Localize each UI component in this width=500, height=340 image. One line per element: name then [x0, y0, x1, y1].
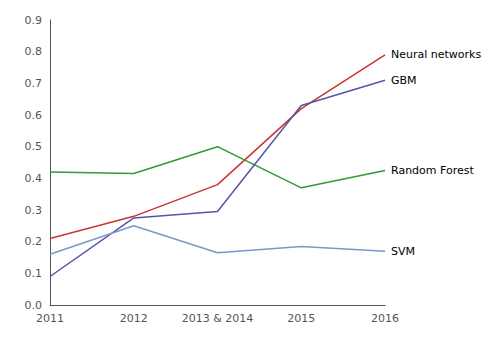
svg-text:2012: 2012	[120, 312, 148, 325]
svg-text:0.5: 0.5	[25, 140, 43, 153]
svg-text:SVM: SVM	[391, 245, 415, 258]
svg-text:0.2: 0.2	[25, 235, 43, 248]
svg-text:0.8: 0.8	[25, 45, 43, 58]
svg-text:0.1: 0.1	[25, 267, 43, 280]
svg-text:GBM: GBM	[391, 74, 417, 87]
svg-text:2011: 2011	[36, 312, 64, 325]
svg-text:Random Forest: Random Forest	[391, 164, 474, 177]
svg-text:2013 & 2014: 2013 & 2014	[182, 312, 254, 325]
svg-text:0.4: 0.4	[25, 172, 43, 185]
svg-text:0.9: 0.9	[25, 14, 43, 27]
svg-text:0.6: 0.6	[25, 109, 43, 122]
svg-text:0.3: 0.3	[25, 204, 43, 217]
svg-text:0.0: 0.0	[25, 299, 43, 312]
svg-text:2016: 2016	[371, 312, 399, 325]
svg-text:0.7: 0.7	[25, 77, 43, 90]
svg-text:2015: 2015	[287, 312, 315, 325]
svg-text:Neural networks: Neural networks	[391, 48, 481, 61]
